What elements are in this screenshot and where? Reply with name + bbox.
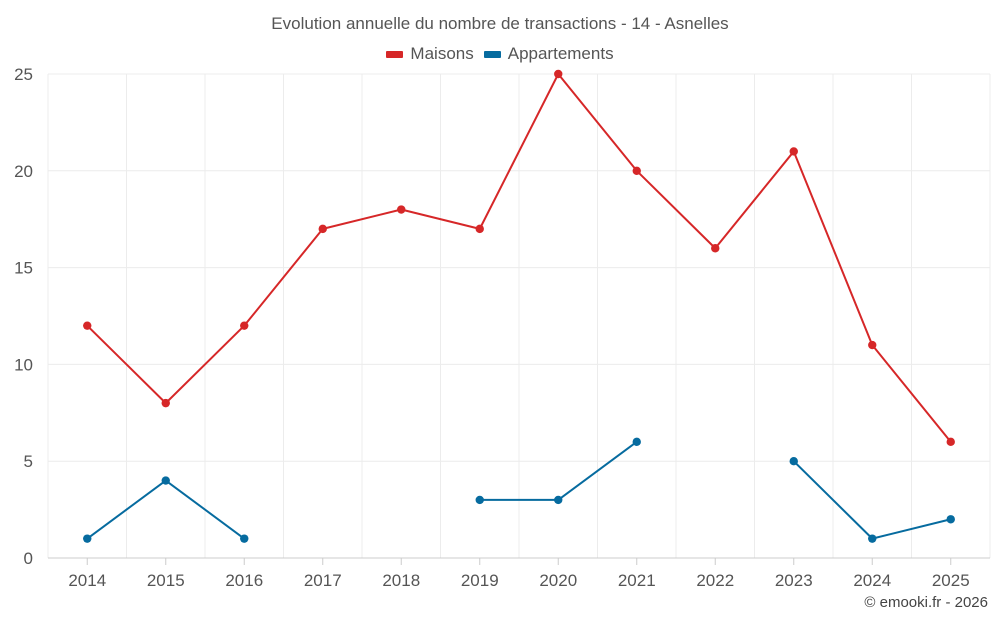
series-line-maisons (86, 73, 952, 443)
x-tick-label: 2020 (539, 571, 577, 590)
data-point-appartements (632, 437, 641, 447)
x-tick-label: 2024 (853, 571, 891, 590)
x-tick-label: 2014 (68, 571, 106, 590)
data-point-appartements (789, 457, 798, 466)
x-tick-label: 2022 (696, 571, 734, 590)
data-point-maisons (240, 321, 249, 330)
x-tick-label: 2023 (775, 571, 813, 590)
y-tick-label: 25 (14, 65, 33, 84)
data-point-appartements (946, 515, 955, 524)
x-tick-label: 2015 (147, 571, 185, 590)
data-point-maisons (161, 398, 170, 408)
y-tick-label: 0 (24, 549, 33, 568)
x-tick-label: 2019 (461, 571, 499, 590)
legend-swatch-maisons (386, 50, 404, 58)
data-point-maisons (397, 205, 406, 214)
legend-item-maisons[interactable]: Maisons (386, 44, 474, 64)
credit-text: © emooki.fr - 2026 (864, 594, 988, 611)
legend-label-maisons: Maisons (410, 44, 474, 63)
data-point-appartements (161, 476, 170, 485)
legend: Maisons Appartements (0, 44, 1000, 64)
data-point-maisons (83, 321, 92, 330)
legend-label-appartements: Appartements (507, 44, 614, 63)
x-tick-label: 2018 (382, 571, 420, 590)
y-tick-label: 15 (14, 259, 33, 278)
data-point-maisons (868, 340, 877, 350)
x-tick-label: 2025 (932, 571, 970, 590)
y-tick-label: 10 (14, 355, 33, 374)
series-line-appartements (86, 479, 245, 540)
data-point-maisons (318, 224, 327, 234)
data-point-appartements (554, 495, 563, 505)
data-point-maisons (711, 244, 720, 253)
series-line-appartements (793, 460, 951, 540)
x-tick-label: 2017 (304, 571, 342, 590)
y-tick-label: 5 (24, 452, 33, 471)
data-point-maisons (632, 166, 641, 175)
legend-item-appartements[interactable]: Appartements (483, 44, 614, 64)
x-tick-label: 2021 (618, 571, 656, 590)
data-point-appartements (240, 534, 249, 543)
data-point-maisons (789, 147, 798, 156)
series (83, 69, 955, 543)
y-tick-label: 20 (14, 162, 33, 181)
data-point-appartements (868, 534, 877, 543)
legend-swatch-appartements (483, 50, 501, 58)
data-point-appartements (475, 495, 484, 505)
data-point-maisons (946, 437, 955, 447)
series-line-appartements (479, 441, 638, 501)
data-point-maisons (554, 69, 563, 79)
grid (47, 73, 991, 559)
data-point-maisons (475, 224, 484, 234)
data-point-appartements (83, 534, 92, 543)
x-tick-label: 2016 (225, 571, 263, 590)
chart-title: Evolution annuelle du nombre de transact… (271, 14, 729, 33)
